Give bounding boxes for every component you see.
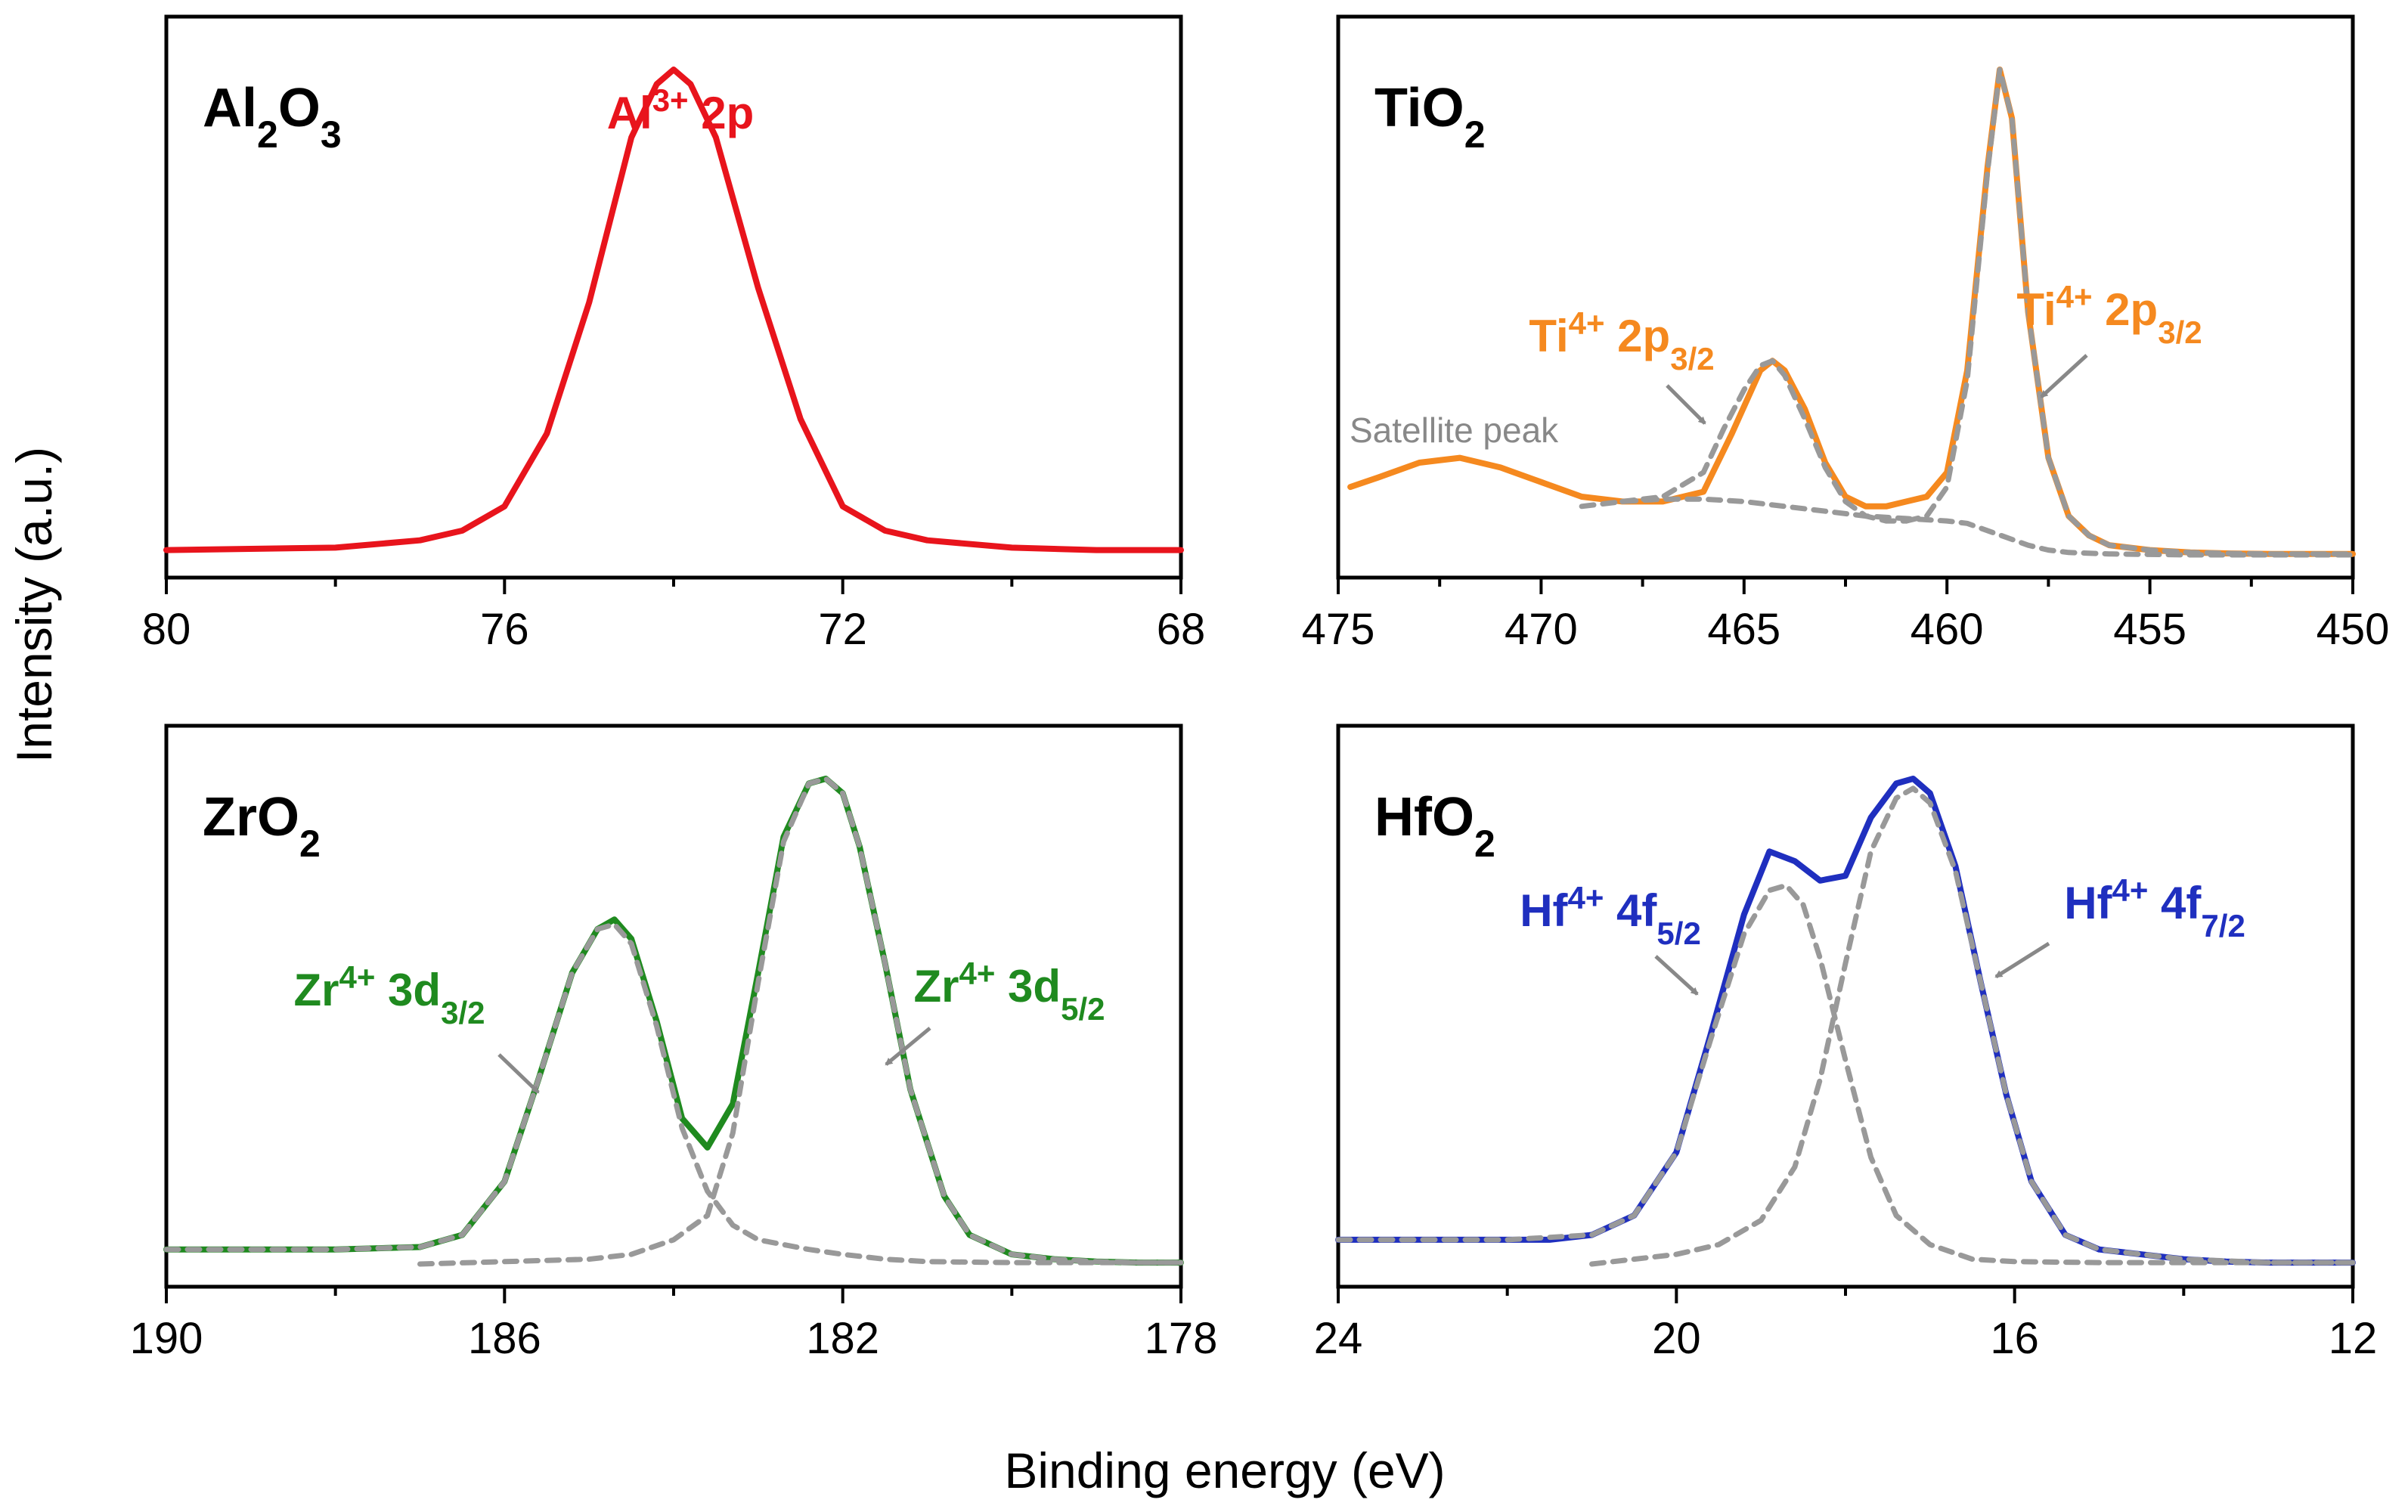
annotation-arrow (1666, 384, 1706, 425)
spectrum-line (1347, 67, 2356, 557)
fit-curve (1335, 882, 2356, 1266)
fit-curve (417, 776, 1184, 1267)
fit-curve (1579, 496, 2356, 558)
annotation-arrow (497, 1053, 540, 1094)
panel-hfo2: 24 20 16 12 HfO2 Hf4+ 4f5/2 Hf4+ 4f7/2 (1314, 723, 2378, 1363)
x-tick-label: 178 (1145, 1314, 1218, 1363)
x-tick-label: 182 (806, 1314, 879, 1363)
x-tick-label: 190 (130, 1314, 203, 1363)
peak-annotation: Hf4+ 4f7/2 (2064, 872, 2245, 943)
peak-annotation: Ti4+ 2p3/2 (1529, 305, 1714, 376)
panel-title: HfO2 (1374, 787, 1495, 865)
annotation-arrow (1994, 941, 2050, 979)
x-tick-label: 68 (1157, 605, 1206, 654)
x-tick-label: 450 (2317, 605, 2390, 654)
fit-curve (1589, 785, 2356, 1267)
plot-frame (1336, 723, 2355, 1289)
peak-annotation: Ti4+ 2p3/2 (2016, 279, 2202, 350)
fit-curve (163, 922, 1184, 1266)
peak-annotation: Satellite peak (1350, 411, 1559, 450)
annotation-arrow (1654, 955, 1699, 996)
annotation-arrow (2040, 354, 2088, 398)
y-axis-title: Intensity (a.u.) (6, 447, 62, 763)
x-tick-label: 455 (2113, 605, 2186, 654)
x-tick-label: 475 (1302, 605, 1375, 654)
fit-curve (1904, 67, 2356, 557)
panel-title: TiO2 (1374, 78, 1486, 156)
panel-al2o3: 80 76 72 68 Al2O3 Al3+ 2p (142, 14, 1206, 654)
panel-title: ZrO2 (203, 787, 321, 865)
annotation-arrow (885, 1027, 931, 1066)
peak-annotation: Zr4+ 3d3/2 (294, 959, 485, 1030)
peak-annotation: Zr4+ 3d5/2 (914, 956, 1105, 1027)
x-tick-label: 16 (1990, 1314, 2039, 1363)
x-tick-label: 72 (818, 605, 867, 654)
x-tick-label: 465 (1707, 605, 1780, 654)
spectrum-line (163, 67, 1184, 553)
x-tick-label: 186 (468, 1314, 541, 1363)
x-tick-label: 470 (1505, 605, 1578, 654)
panel-zro2: 190 186 182 178 ZrO2 Zr4+ 3d3/2 Zr4+ 3d5/2 (130, 723, 1218, 1363)
fit-curve (1619, 358, 1909, 524)
x-tick-label: 80 (142, 605, 191, 654)
x-tick-label: 460 (1911, 605, 1984, 654)
x-tick-label: 76 (480, 605, 529, 654)
x-axis-title: Binding energy (eV) (1004, 1442, 1445, 1498)
panel-title: Al2O3 (203, 78, 342, 156)
panel-tio2: 475 470 465 460 455 450 TiO2 Ti4+ 2p3/2 Ti4+ 2p3… (1302, 14, 2390, 654)
x-tick-label: 12 (2329, 1314, 2378, 1363)
x-tick-label: 24 (1314, 1314, 1363, 1363)
peak-annotation: Hf4+ 4f5/2 (1520, 880, 1701, 951)
peak-annotation: Al3+ 2p (607, 82, 755, 139)
x-tick-label: 20 (1652, 1314, 1701, 1363)
